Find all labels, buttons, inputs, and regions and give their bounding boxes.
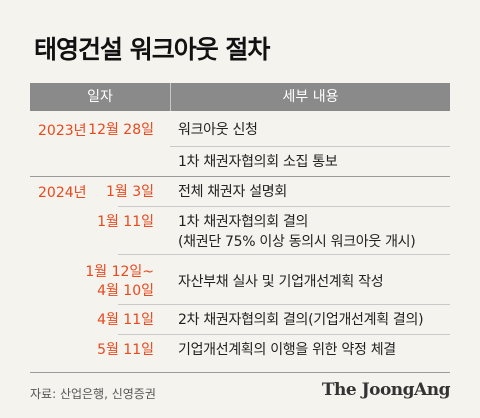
row-divider: [118, 206, 170, 207]
table-row: 2024년 1월 3일 전체 채권자 설명회: [30, 182, 450, 204]
row-divider: [170, 304, 450, 305]
row-detail: 전체 채권자 설명회: [178, 184, 287, 200]
row-date: 1월 12일~: [85, 264, 154, 280]
row-date-end: 4월 10일: [97, 283, 154, 299]
row-detail: 1차 채권자협의회 소집 통보: [178, 154, 338, 170]
row-detail-note: (채권단 75% 이상 동의시 워크아웃 개시): [178, 234, 416, 250]
row-date: 5월 11일: [97, 342, 154, 358]
row-divider: [170, 206, 450, 207]
row-year: 2024년: [38, 185, 87, 201]
year-divider: [30, 176, 450, 177]
row-date: 1월 3일: [105, 184, 154, 200]
row-detail: 1차 채권자협의회 결의: [178, 214, 309, 230]
header-detail: 세부 내용: [170, 83, 450, 111]
row-divider: [170, 334, 450, 335]
row-divider: [118, 304, 170, 305]
row-detail: 기업개선계획의 이행을 위한 약정 체결: [178, 342, 396, 358]
row-year: 2023년: [38, 123, 87, 139]
brand-logo: The JoongAng: [321, 380, 451, 400]
row-date: 4월 11일: [97, 312, 154, 328]
row-date: 1월 11일: [97, 214, 154, 230]
table-row: 2023년 12월 28일 워크아웃 신청: [30, 120, 450, 142]
row-detail: 자산부채 실사 및 기업개선계획 작성: [178, 274, 384, 290]
table-row: 1차 채권자협의회 소집 통보: [30, 152, 450, 174]
table-bottom-divider: [30, 372, 450, 373]
page-title: 태영건설 워크아웃 절차: [34, 35, 270, 64]
source-note: 자료: 산업은행, 신영증권: [30, 387, 156, 401]
table-header: 일자 세부 내용: [30, 83, 450, 111]
row-divider: [170, 146, 450, 147]
table-row: 4월 11일 2차 채권자협의회 결의(기업개선계획 결의): [30, 310, 450, 332]
table-row: 5월 11일 기업개선계획의 이행을 위한 약정 체결: [30, 340, 450, 362]
row-detail: 워크아웃 신청: [178, 122, 258, 138]
row-divider: [118, 254, 170, 255]
row-divider: [170, 254, 450, 255]
row-date: 12월 28일: [88, 122, 154, 138]
row-detail: 2차 채권자협의회 결의(기업개선계획 결의): [178, 312, 424, 328]
table-row: 1월 11일 1차 채권자협의회 결의 (채권단 75% 이상 동의시 워크아웃…: [30, 212, 450, 256]
table-row: 1월 12일~ 4월 10일 자산부채 실사 및 기업개선계획 작성: [30, 262, 450, 306]
row-divider: [118, 334, 170, 335]
header-date: 일자: [87, 89, 113, 105]
